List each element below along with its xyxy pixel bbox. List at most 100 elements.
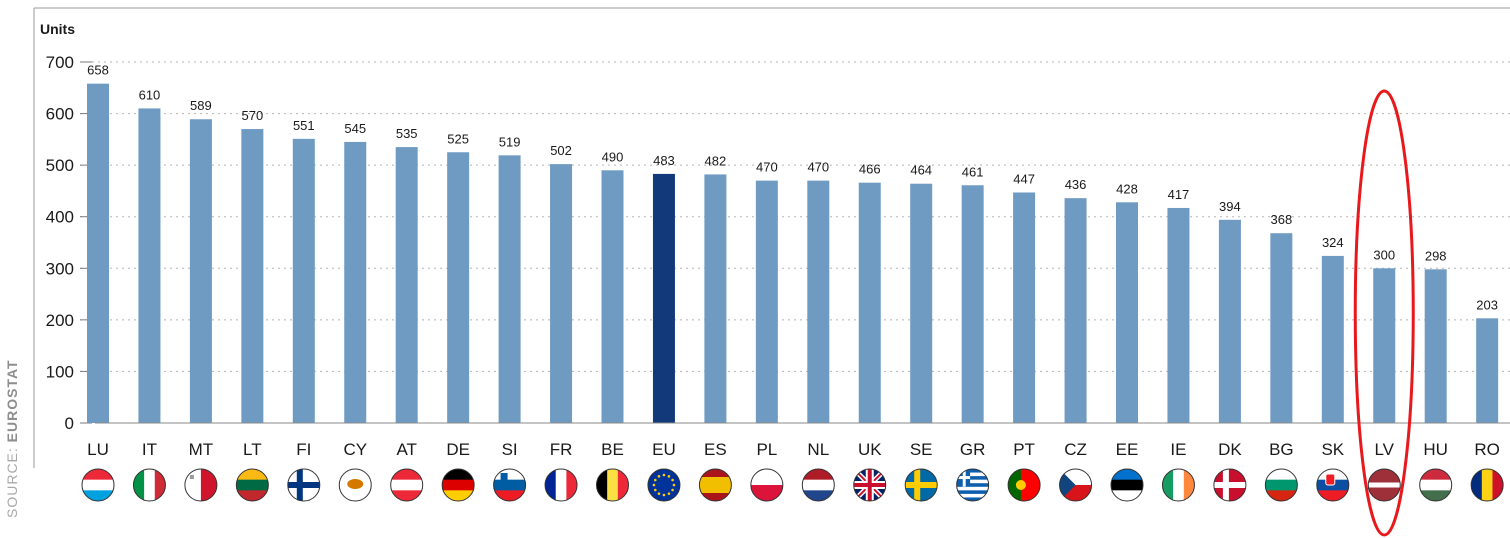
source-label: SOURCE: EUROSTAT [4,359,20,518]
grid-lines [80,61,1510,372]
value-label-eu: 483 [653,153,675,168]
x-tick-label-lt: LT [243,440,262,459]
bar-cz [1064,198,1087,423]
luxembourg-flag-icon [81,468,115,502]
x-tick-label-dk: DK [1218,440,1242,459]
x-tick-label-lv: LV [1374,440,1394,459]
netherlands-flag-icon [801,468,835,502]
x-tick-label-be: BE [601,440,624,459]
bar-sk [1321,255,1344,423]
value-label-ro: 203 [1476,297,1498,312]
estonia-flag-icon [1110,468,1144,502]
slovakia-flag-icon [1316,468,1350,502]
x-tick-label-fr: FR [550,440,573,459]
bar-de [447,152,470,423]
x-tick-label-bg: BG [1269,440,1294,459]
bar-pl [755,180,778,423]
bar-mt [189,119,212,423]
bar-ee [1116,202,1138,423]
y-tick-label: 200 [46,311,74,330]
value-labels: 658 610 589 570 551 545 535 525 519 502 490 483 482 4… [87,63,1498,313]
bar-it [138,108,161,424]
uk-flag-icon [853,468,887,502]
bar-cy [344,141,367,423]
bar-eu [652,173,675,423]
value-label-pl: 470 [756,160,778,175]
value-label-at: 535 [396,126,418,141]
denmark-flag-icon [1213,468,1247,502]
x-tick-label-sk: SK [1321,440,1344,459]
eu-flag-icon [647,468,681,502]
latvia-flag-icon [1367,468,1401,502]
belgium-flag-icon [596,468,629,502]
italy-flag-icon [132,468,166,502]
bar-pt [1013,192,1036,423]
x-tick-label-gr: GR [960,440,986,459]
value-label-uk: 466 [859,162,881,177]
romania-flag-icon [1470,468,1504,502]
bar-si [498,155,521,423]
bar-hu [1424,269,1447,423]
y-tick-label: 500 [46,156,74,175]
bar-lt [241,129,264,424]
x-tick-label-pt: PT [1013,440,1035,459]
hungary-flag-icon [1419,468,1453,502]
bar-nl [807,180,830,423]
x-tick-label-ie: IE [1170,440,1186,459]
value-label-mt: 589 [190,98,212,113]
x-tick-label-eu: EU [652,440,676,459]
x-tick-label-mt: MT [189,440,214,459]
slovenia-flag-icon [493,468,527,502]
x-tick-label-hu: HU [1423,440,1448,459]
value-label-gr: 461 [962,164,984,179]
value-label-pt: 447 [1013,171,1035,186]
finland-flag-icon [287,468,321,502]
value-label-cy: 545 [344,121,366,136]
france-flag-icon [544,468,578,502]
x-tick-label-cy: CY [343,440,367,459]
value-label-be: 490 [602,149,624,164]
x-tick-label-si: SI [502,440,518,459]
value-label-lu: 658 [87,63,109,78]
lithuania-flag-icon [235,468,269,502]
value-label-si: 519 [499,134,521,149]
value-label-fi: 551 [293,118,315,133]
value-label-it: 610 [139,87,161,102]
highlight-ellipse [1353,89,1415,537]
value-label-ie: 417 [1168,187,1190,202]
bar-dk [1218,219,1241,423]
x-tick-label-ee: EE [1116,440,1139,459]
austria-flag-icon [390,468,424,502]
x-tick-label-de: DE [446,440,470,459]
x-tick-label-cz: CZ [1064,440,1087,459]
bars [87,83,1499,424]
x-tick-label-pl: PL [756,440,777,459]
czechia-flag-icon [1059,468,1093,502]
bar-bg [1270,233,1293,423]
value-label-se: 464 [910,163,932,178]
poland-flag-icon [750,468,784,502]
value-label-dk: 394 [1219,199,1241,214]
bar-gr [961,185,984,423]
value-label-cz: 436 [1065,177,1087,192]
y-tick-label: 400 [46,208,74,227]
value-label-de: 525 [447,131,469,146]
x-tick-label-fi: FI [296,440,311,459]
flag-icons [81,468,1504,502]
sweden-flag-icon [904,468,938,502]
x-tick-label-at: AT [396,440,416,459]
cyprus-flag-icon [338,468,372,502]
ireland-flag-icon [1161,468,1195,502]
bar-se [910,183,933,423]
value-label-lt: 570 [241,108,263,123]
germany-flag-icon [441,468,475,502]
x-tick-label-lu: LU [87,440,109,459]
spain-flag-icon [698,468,732,502]
x-tick-label-uk: UK [858,440,882,459]
portugal-flag-icon [1007,468,1041,502]
y-axis-title: Units [40,21,75,37]
value-label-lv: 300 [1373,247,1395,262]
bar-fr [550,164,573,423]
